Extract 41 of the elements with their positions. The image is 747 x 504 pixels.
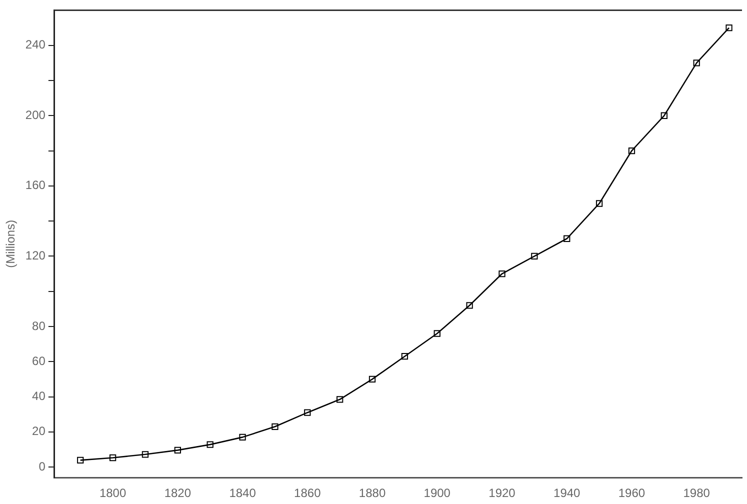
y-tick-label: 20	[32, 424, 46, 438]
x-tick-label: 1840	[229, 486, 256, 500]
y-axis-title: (Millions)	[4, 220, 18, 268]
point	[434, 330, 440, 337]
x-tick-label: 1900	[424, 486, 451, 500]
y-tick-label: 80	[32, 318, 46, 333]
x-tick-label: 1920	[488, 486, 516, 500]
point	[142, 451, 149, 458]
x-tick-label: 1940	[554, 486, 581, 500]
point	[466, 302, 473, 309]
point	[660, 112, 668, 119]
x-tick-label: 1800	[99, 486, 126, 500]
x-tick-label: 1960	[618, 486, 646, 500]
point	[206, 441, 214, 448]
y-tick-label: 240	[25, 38, 46, 52]
x-tick-label: 1980	[683, 486, 710, 500]
y-tick-label: 60	[32, 354, 46, 368]
x-tick-label: 1860	[294, 486, 322, 500]
point	[272, 423, 278, 430]
point	[401, 353, 408, 360]
point	[531, 252, 538, 260]
point	[304, 409, 311, 416]
point	[726, 24, 732, 32]
x-tick-label: 1820	[164, 486, 192, 500]
point	[368, 376, 376, 383]
y-tick-label: 40	[32, 389, 46, 404]
point	[77, 456, 84, 464]
y-tick-label: 0	[38, 459, 46, 474]
y-tick-label: 160	[25, 178, 46, 192]
point	[693, 60, 700, 66]
point	[628, 147, 636, 154]
point	[596, 200, 603, 207]
y-tick-label: 120	[25, 248, 46, 263]
point	[498, 270, 506, 278]
x-tick-label: 1880	[358, 486, 386, 500]
point	[239, 434, 246, 441]
point	[564, 235, 570, 242]
y-tick-label: 200	[25, 108, 46, 122]
point	[336, 396, 344, 403]
point	[109, 454, 116, 462]
point	[174, 446, 181, 454]
